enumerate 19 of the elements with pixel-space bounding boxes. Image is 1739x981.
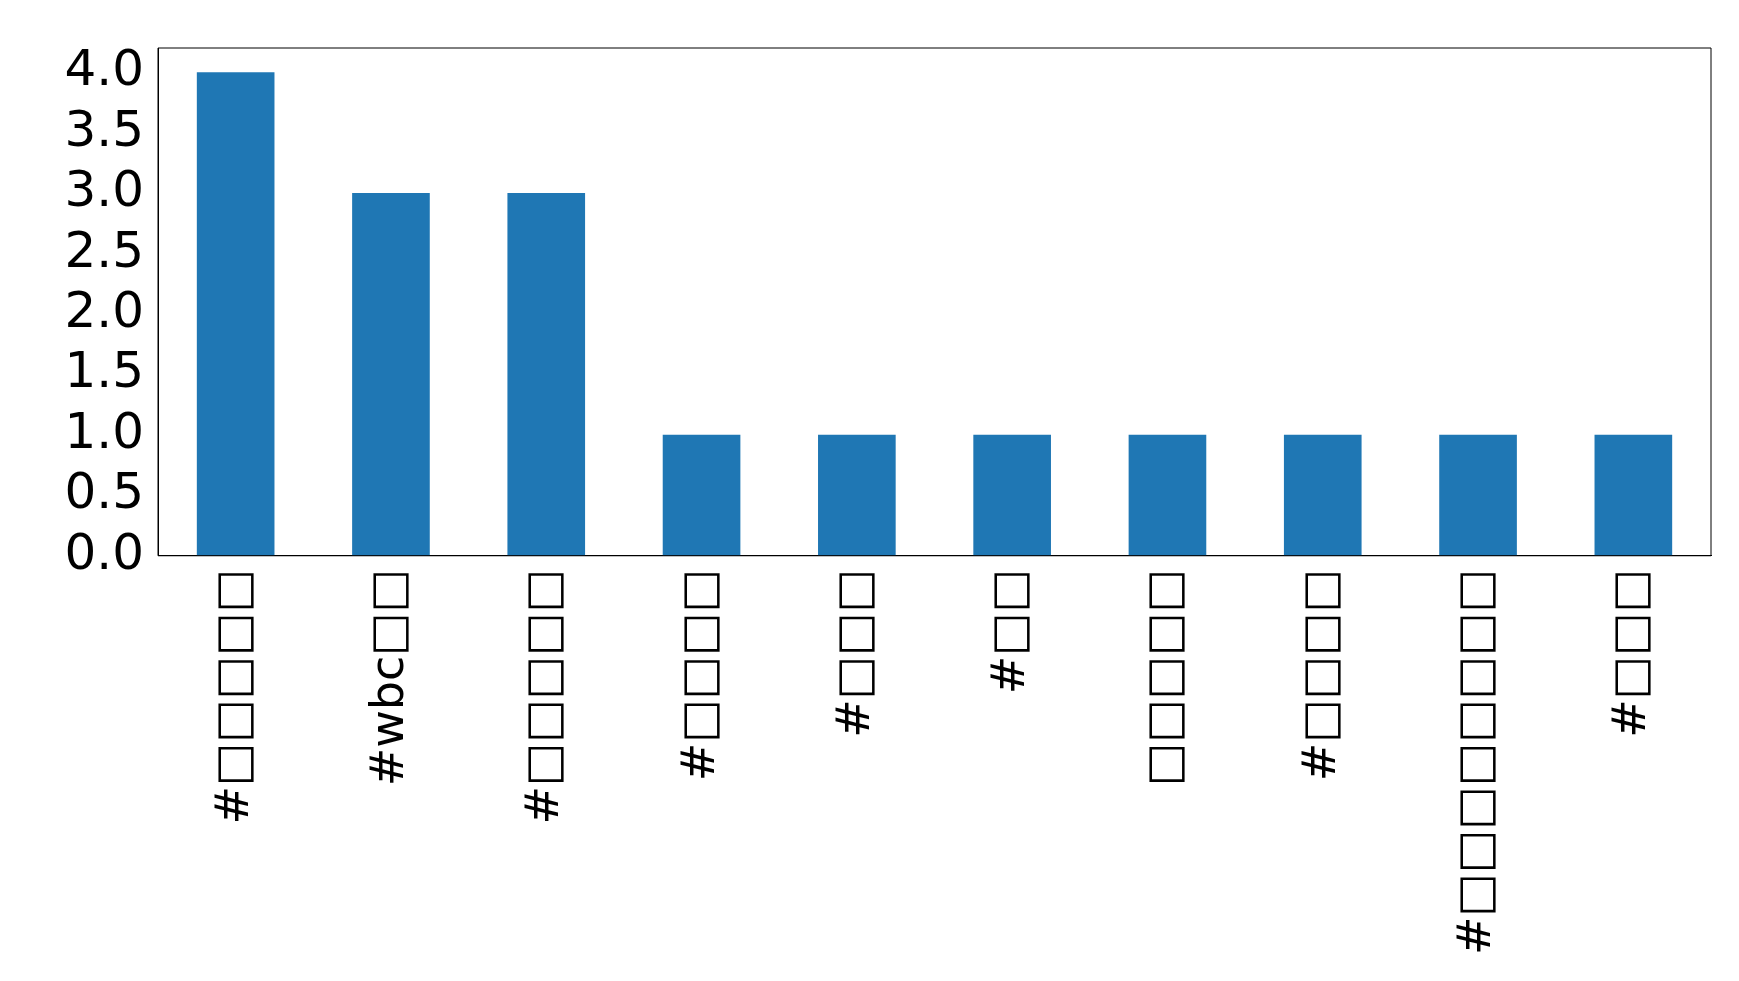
y-tick-label: 3.5 [64,99,144,158]
x-tick-label: #□□□□ [1291,568,1346,782]
x-tick-label: #□□□ [1602,568,1657,738]
x-tick-label: #□□□ [825,568,880,738]
y-tick-label: 3.0 [64,160,144,219]
x-tick-label: □□□□□ [1136,568,1191,787]
y-tick-label: 0.5 [64,462,144,521]
y-tick-label: 2.0 [64,280,144,339]
x-tick-label: #□□□□□ [204,568,259,825]
y-tick-label: 1.5 [64,341,144,400]
y-tick-label: 4.0 [64,39,144,98]
y-tick-label: 1.0 [64,401,144,460]
y-tick-label: 2.5 [64,220,144,279]
x-tick-label: #□□ [981,568,1036,695]
x-tick-label: #□□□□□□□□ [1447,568,1501,956]
x-tick-label: #□□□□□ [515,568,570,825]
y-tick-label: 0.0 [64,522,144,581]
x-tick-label: #□□□□ [670,568,725,782]
x-tick-label: #wbc□□ [359,568,414,787]
